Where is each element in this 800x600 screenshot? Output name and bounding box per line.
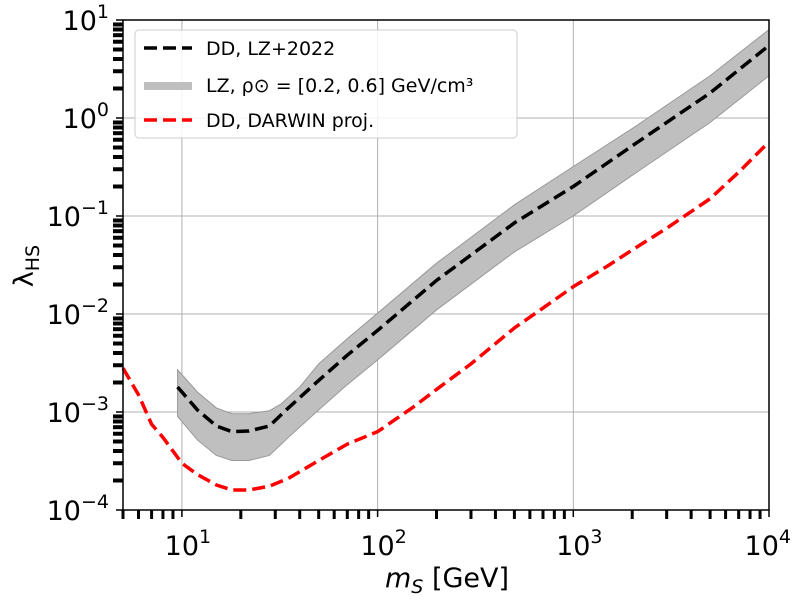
series-darwin-proj bbox=[121, 140, 771, 492]
y-tick-label: 101 bbox=[63, 1, 109, 37]
x-axis-label: mS [GeV] bbox=[385, 563, 509, 598]
y-tick-label: 10−2 bbox=[47, 295, 109, 331]
legend-label-lz: DD, LZ+2022 bbox=[206, 38, 335, 60]
legend-label-darwin: DD, DARWIN proj. bbox=[206, 110, 374, 132]
series-lz-2022 bbox=[176, 44, 771, 434]
y-tick-label: 10−1 bbox=[47, 197, 109, 233]
legend-frame bbox=[134, 29, 518, 139]
x-tick-label: 103 bbox=[556, 526, 602, 562]
x-tick-label: 102 bbox=[360, 526, 406, 562]
y-tick-label: 10−3 bbox=[47, 393, 109, 429]
series-layer bbox=[121, 44, 771, 492]
x-tick-label: 101 bbox=[165, 526, 211, 562]
y-tick-label: 10−4 bbox=[47, 491, 109, 527]
y-axis-label: λHS bbox=[9, 245, 44, 287]
plot-frame bbox=[122, 19, 770, 511]
legend: DD, LZ+2022 LZ, ρ⊙ = [0.2, 0.6] GeV/cm³ … bbox=[134, 29, 518, 139]
ticks bbox=[113, 19, 770, 519]
y-tick-label: 100 bbox=[63, 99, 109, 135]
tick-labels: 101 102 103 104 10−4 10−3 10−2 10−1 100 101 bbox=[47, 1, 791, 562]
legend-label-band: LZ, ρ⊙ = [0.2, 0.6] GeV/cm³ bbox=[206, 75, 473, 97]
x-tick-label: 104 bbox=[745, 526, 791, 562]
axes bbox=[122, 19, 770, 511]
